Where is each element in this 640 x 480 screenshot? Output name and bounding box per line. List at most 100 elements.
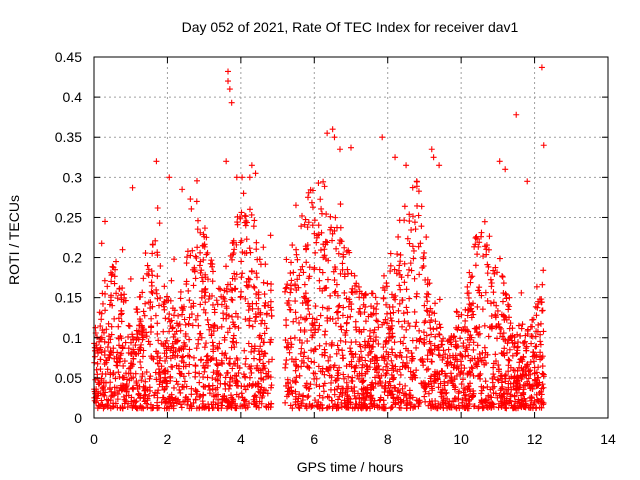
data-point (386, 330, 393, 337)
data-point (210, 369, 217, 376)
data-point (146, 375, 153, 382)
data-point (127, 275, 134, 282)
data-point (369, 290, 376, 297)
data-point (109, 392, 116, 399)
x-tick-label: 0 (90, 431, 98, 447)
data-point (417, 240, 424, 247)
data-point (319, 394, 326, 401)
data-point (453, 324, 460, 331)
data-point (288, 341, 295, 348)
data-point (130, 402, 137, 409)
data-point (111, 315, 118, 322)
data-point (166, 405, 173, 412)
data-point (326, 403, 333, 410)
data-point (342, 338, 349, 345)
data-point (265, 368, 272, 375)
data-point (459, 396, 466, 403)
data-point (431, 342, 438, 349)
data-point (102, 307, 109, 314)
data-point (499, 273, 506, 280)
data-point (293, 315, 300, 322)
data-point (408, 357, 415, 364)
data-point (466, 393, 473, 400)
data-point (424, 298, 431, 305)
data-point (357, 310, 364, 317)
data-point (527, 385, 534, 392)
data-point (337, 201, 344, 208)
data-point (216, 340, 223, 347)
data-point (459, 376, 466, 383)
data-point (174, 338, 181, 345)
data-point (420, 263, 427, 270)
data-point (332, 214, 339, 221)
data-point (515, 322, 522, 329)
data-point (305, 275, 312, 282)
data-point (226, 86, 233, 93)
data-point (507, 391, 514, 398)
data-point (425, 291, 432, 298)
data-point (349, 405, 356, 412)
data-point (376, 404, 383, 411)
data-point (155, 387, 162, 394)
data-point (110, 403, 117, 410)
data-point (503, 349, 510, 356)
data-point (202, 309, 209, 316)
data-point (340, 304, 347, 311)
data-point (98, 397, 105, 404)
data-point (409, 213, 416, 220)
data-point (186, 361, 193, 368)
data-point (493, 302, 500, 309)
data-point (496, 255, 503, 262)
data-point (421, 341, 428, 348)
data-point (219, 402, 226, 409)
chart-title: Day 052 of 2021, Rate Of TEC Index for r… (182, 19, 519, 35)
data-point (242, 405, 249, 412)
data-point (269, 356, 276, 363)
data-point (436, 352, 443, 359)
data-point (494, 335, 501, 342)
data-point (359, 361, 366, 368)
data-point (309, 222, 316, 229)
data-point (303, 245, 310, 252)
data-point (339, 390, 346, 397)
data-point (450, 334, 457, 341)
x-tick-label: 10 (453, 431, 469, 447)
data-point (341, 273, 348, 280)
data-point (321, 346, 328, 353)
data-point (462, 317, 469, 324)
data-point (407, 260, 414, 267)
data-point (268, 384, 275, 391)
data-point (394, 251, 401, 258)
data-point (468, 274, 475, 281)
data-point (121, 396, 128, 403)
data-point (461, 365, 468, 372)
data-point (163, 353, 170, 360)
data-point (321, 371, 328, 378)
data-point (384, 320, 391, 327)
data-point (209, 263, 216, 270)
data-point (125, 392, 132, 399)
data-point (482, 378, 489, 385)
data-point (356, 294, 363, 301)
y-tick-label: 0.45 (55, 49, 82, 65)
data-point (144, 262, 151, 269)
data-point (476, 284, 483, 291)
data-point (527, 367, 534, 374)
data-point (428, 309, 435, 316)
data-point (223, 285, 230, 292)
data-point (147, 373, 154, 380)
data-point (116, 342, 123, 349)
data-point (325, 305, 332, 312)
data-point (232, 310, 239, 317)
data-point (528, 340, 535, 347)
data-point (239, 403, 246, 410)
data-point (355, 375, 362, 382)
data-point (423, 332, 430, 339)
data-point (304, 194, 311, 201)
data-point (241, 212, 248, 219)
data-point (223, 158, 230, 165)
data-point (331, 289, 338, 296)
data-point (360, 326, 367, 333)
data-point (186, 346, 193, 353)
data-point (514, 349, 521, 356)
